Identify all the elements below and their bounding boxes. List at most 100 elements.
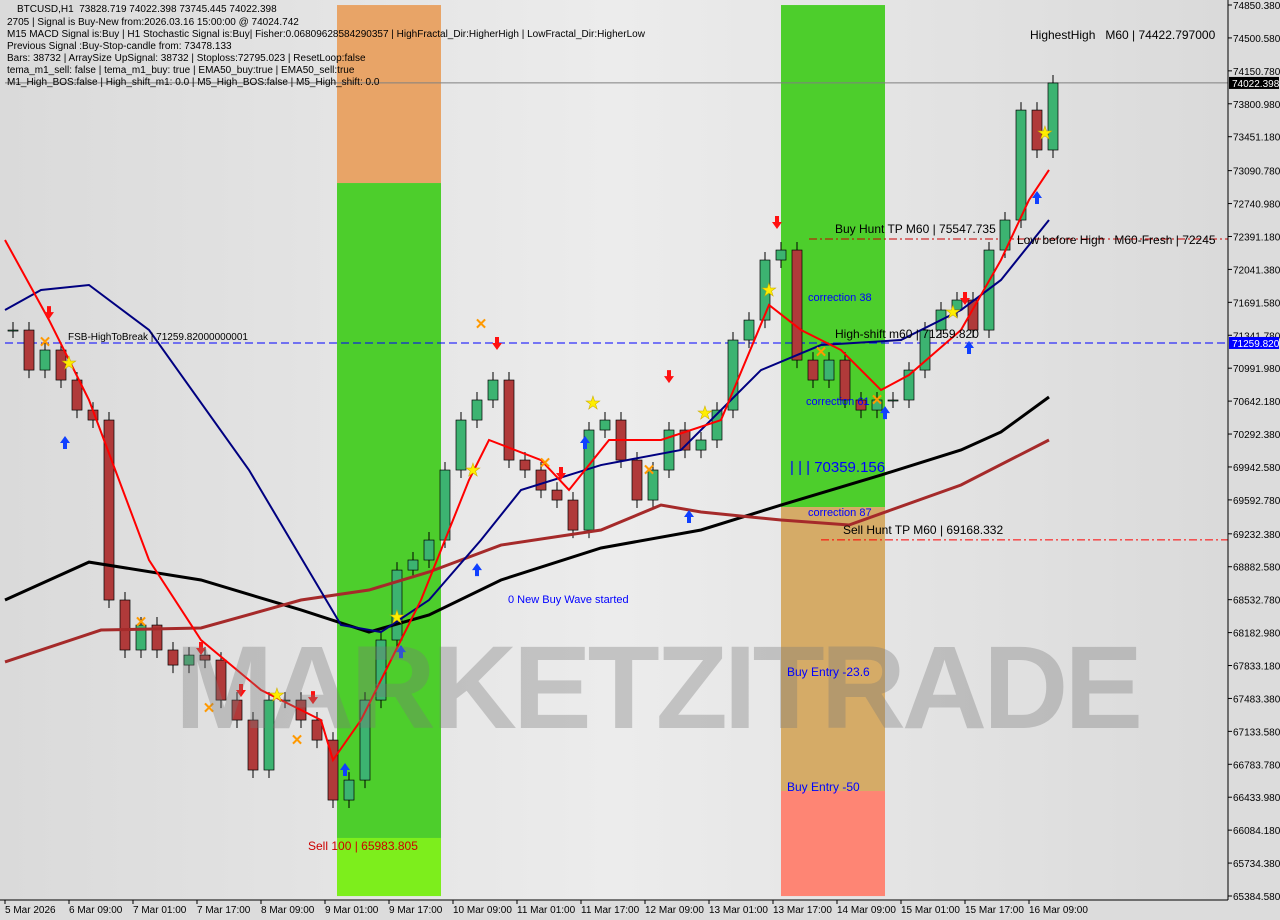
price-tick-label: 66433.980 <box>1233 793 1280 804</box>
info-line-2: M15 MACD Signal is:Buy | H1 Stochastic S… <box>7 29 645 40</box>
time-tick-label: 11 Mar 01:00 <box>517 905 576 916</box>
buy-hunt-label: Buy Hunt TP M60 | 75547.735 <box>835 222 996 236</box>
price-tick-label: 74150.780 <box>1233 67 1280 78</box>
signal-zone-band <box>337 837 441 897</box>
buy-arrow-icon <box>880 406 890 420</box>
candle-body <box>103 419 115 601</box>
price-tick-label: 66084.180 <box>1233 826 1280 837</box>
price-tick-label: 69592.780 <box>1233 496 1280 507</box>
sell-arrow-icon <box>556 467 566 481</box>
horizontal-levels <box>5 82 1228 541</box>
candle-body <box>311 719 323 741</box>
candle-body <box>775 249 787 261</box>
candle-body <box>119 599 131 651</box>
time-tick-label: 7 Mar 01:00 <box>133 905 187 916</box>
time-tick-label: 15 Mar 01:00 <box>901 905 960 916</box>
candle-body <box>727 339 739 411</box>
candle-body <box>567 499 579 531</box>
info-line-4: Bars: 38732 | ArraySize UpSignal: 38732 … <box>7 53 366 64</box>
buy-arrow-icon <box>684 509 694 523</box>
star-icon: ★ <box>465 460 481 480</box>
candle-body <box>759 259 771 321</box>
time-tick-label: 6 Mar 09:00 <box>69 905 123 916</box>
star-icon: ★ <box>697 403 713 423</box>
price-tick-label: 73090.780 <box>1233 167 1280 178</box>
candle-body <box>887 399 899 402</box>
sell-arrow-icon <box>44 306 54 320</box>
candle-body <box>631 459 643 501</box>
correction-38-label: correction 38 <box>808 292 872 304</box>
candle-body <box>407 559 419 571</box>
star-icon: ★ <box>389 607 405 627</box>
star-icon: ★ <box>1037 123 1053 143</box>
time-tick-label: 14 Mar 09:00 <box>837 905 896 916</box>
sell-hunt-label: Sell Hunt TP M60 | 69168.332 <box>843 523 1004 537</box>
star-icon: ★ <box>945 302 961 322</box>
x-mark-icon: ✕ <box>475 316 488 333</box>
candle-body <box>135 624 147 651</box>
candle-body <box>1031 109 1043 151</box>
candle-body <box>455 419 467 471</box>
price-tick-label: 72391.180 <box>1233 232 1280 243</box>
x-mark-icon: ✕ <box>39 334 52 351</box>
high-shift-label: High-shift m60 | 71259.820 <box>835 327 979 341</box>
signal-markers: ★ ★ ★ ★ ★ ★ ★ ★ ★ ✕ ✕ ✕ ✕ ✕ ✕ ✕ ✕ ✕ <box>39 123 1053 777</box>
candle-body <box>535 469 547 491</box>
candle-body <box>855 399 867 411</box>
signal-zone-band <box>781 791 885 897</box>
star-icon: ★ <box>61 353 77 373</box>
price-tick-label: 74850.380 <box>1233 1 1280 12</box>
price-tick-label: 74500.580 <box>1233 34 1280 45</box>
x-mark-icon: ✕ <box>291 732 304 749</box>
price-tick-label: 67833.180 <box>1233 662 1280 673</box>
candle-body <box>1015 109 1027 221</box>
price-tick-label: 73800.980 <box>1233 100 1280 111</box>
candle-body <box>39 349 51 371</box>
candle-body <box>199 654 211 661</box>
candle-body <box>519 459 531 471</box>
candle-body <box>695 439 707 451</box>
candle-body <box>343 779 355 801</box>
correction-87-label: correction 87 <box>808 507 872 519</box>
moving-average-line <box>4 438 1050 664</box>
level-label: | | | 70359.156 <box>790 459 886 476</box>
time-tick-label: 16 Mar 09:00 <box>1029 905 1088 916</box>
price-tick-label: 71691.580 <box>1233 298 1280 309</box>
candle-body <box>183 654 195 666</box>
signal-zone-band <box>337 5 441 184</box>
time-tick-label: 9 Mar 17:00 <box>389 905 443 916</box>
moving-averages <box>4 169 1050 763</box>
sell-arrow-icon <box>960 292 970 306</box>
candle-body <box>471 399 483 421</box>
correction-61-label: correction 61 <box>806 396 870 408</box>
candle-body <box>391 569 403 641</box>
time-tick-label: 13 Mar 01:00 <box>709 905 768 916</box>
candle-body <box>359 699 371 781</box>
price-tick-label: 66783.780 <box>1233 760 1280 771</box>
new-buy-wave-label: 0 New Buy Wave started <box>508 594 629 606</box>
candle-body <box>23 329 35 371</box>
candle-body <box>55 349 67 381</box>
highest-high-label: HighestHigh M60 | 74422.797000 <box>1030 28 1216 42</box>
info-line-6: M1_High_BOS:false | High_shift_m1: 0.0 |… <box>7 77 380 88</box>
x-mark-icon: ✕ <box>815 344 828 361</box>
sell-100-label: Sell 100 | 65983.805 <box>308 839 418 853</box>
buy-arrow-icon <box>964 341 974 355</box>
candle-body <box>551 489 563 501</box>
x-mark-icon: ✕ <box>643 462 656 479</box>
candle-body <box>327 739 339 801</box>
buy-arrow-icon <box>60 436 70 450</box>
candle-body <box>791 249 803 361</box>
current-price-label-bg <box>1229 76 1279 89</box>
info-line-1: 2705 | Signal is Buy-New from:2026.03.16… <box>7 17 299 28</box>
moving-average-line <box>4 395 1050 634</box>
candle-body <box>743 319 755 341</box>
price-tick-label: 71341.780 <box>1233 331 1280 342</box>
time-tick-label: 13 Mar 17:00 <box>773 905 832 916</box>
price-axis-panel <box>1228 0 1280 920</box>
x-mark-icon: ✕ <box>871 392 884 409</box>
candle-body <box>711 409 723 441</box>
candle-body <box>599 419 611 431</box>
time-axis: 5 Mar 2026 6 Mar 09:00 7 Mar 01:00 7 Mar 17… <box>4 900 1088 916</box>
